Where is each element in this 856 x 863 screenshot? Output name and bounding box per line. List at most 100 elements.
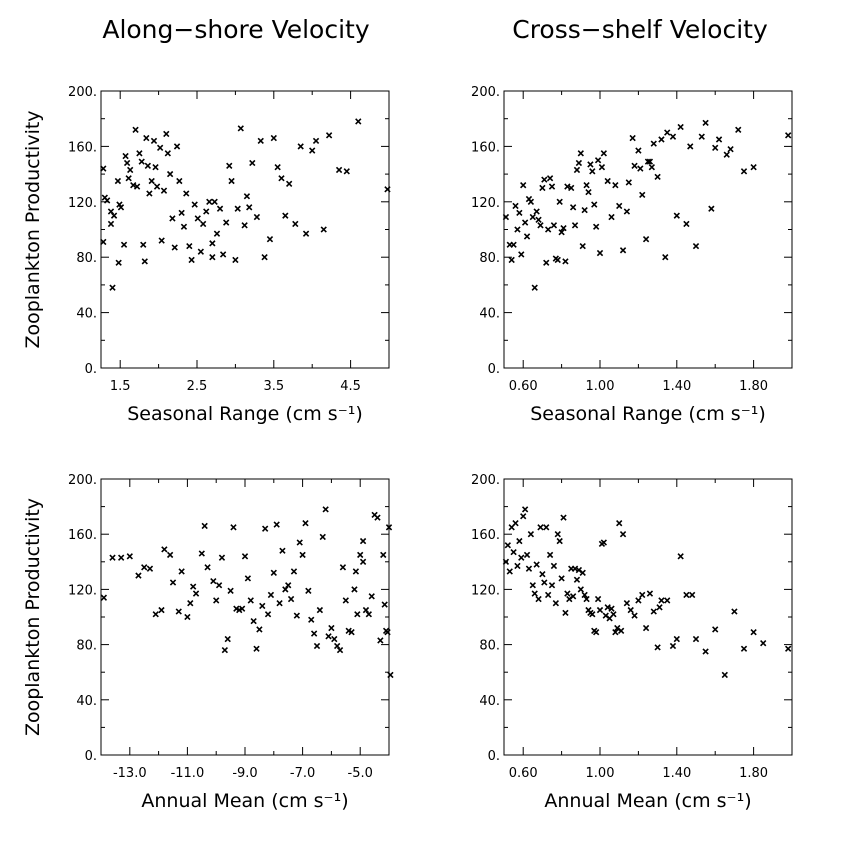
data-point — [589, 168, 596, 175]
data-point — [110, 212, 118, 219]
data-point — [629, 134, 636, 142]
data-point — [702, 648, 709, 655]
x-tick-label: -11.0 — [171, 766, 205, 781]
data-point — [158, 237, 165, 244]
data-point — [585, 188, 592, 196]
data-point — [521, 219, 529, 226]
data-point — [253, 645, 260, 652]
data-point — [183, 190, 190, 197]
data-point — [784, 132, 792, 139]
data-point — [531, 590, 538, 597]
data-point — [243, 193, 251, 200]
data-point — [141, 258, 148, 265]
data-point — [727, 146, 734, 153]
data-point — [247, 597, 254, 604]
data-point — [504, 542, 512, 549]
data-point — [250, 617, 257, 625]
data-point — [169, 579, 177, 586]
panel-alongshore-annual-mean: 0. 40. 80. 120. 160. 200. -13.0 -11.0 -9.0 -7.0 -5… — [22, 473, 394, 812]
data-point — [305, 587, 312, 594]
y-tick-label: 0. — [488, 362, 500, 377]
data-point — [320, 226, 327, 233]
data-point — [698, 133, 705, 140]
data-point — [189, 583, 197, 590]
y-tick-label: 40. — [76, 694, 97, 709]
data-point — [612, 182, 619, 189]
data-point — [218, 554, 226, 561]
data-point — [191, 201, 198, 208]
data-point — [510, 241, 517, 248]
data-point — [616, 202, 623, 210]
data-point — [143, 134, 150, 142]
data-point — [564, 590, 571, 597]
data-point — [246, 204, 253, 211]
data-point — [186, 242, 193, 250]
data-point — [617, 627, 625, 634]
data-point — [537, 222, 544, 229]
data-point — [514, 226, 521, 233]
data-point — [527, 531, 535, 538]
data-point — [583, 182, 590, 189]
data-point — [550, 562, 558, 570]
data-point — [123, 159, 131, 167]
data-point — [237, 125, 244, 132]
data-point — [115, 259, 122, 266]
data-point — [339, 564, 347, 571]
x-tick-label: -5.0 — [348, 766, 373, 781]
data-point — [750, 629, 757, 636]
data-point — [257, 137, 264, 145]
data-point — [188, 256, 195, 264]
x-tick-label: 1.40 — [662, 766, 691, 781]
data-point — [313, 642, 321, 650]
data-point — [562, 258, 569, 265]
data-point — [552, 600, 560, 607]
data-point — [581, 591, 588, 599]
data-point — [166, 551, 174, 559]
data-point — [148, 177, 155, 185]
data-point — [171, 244, 178, 251]
data-point — [359, 537, 367, 545]
data-point — [374, 514, 381, 521]
x-tick-label: 1.00 — [586, 379, 615, 394]
data-point — [740, 168, 748, 175]
data-point — [596, 606, 604, 614]
data-point — [120, 241, 128, 248]
data-point — [510, 548, 517, 556]
data-point — [577, 586, 584, 593]
data-point — [589, 611, 596, 618]
data-point — [518, 251, 525, 258]
data-point — [127, 166, 134, 174]
data-point — [556, 537, 563, 545]
data-point — [635, 147, 642, 154]
data-point — [683, 220, 690, 228]
data-point — [227, 587, 234, 594]
data-point — [335, 166, 343, 174]
data-point — [760, 640, 767, 647]
data-point — [296, 539, 303, 546]
data-point — [325, 633, 332, 640]
data-point — [571, 565, 579, 572]
data-point — [223, 219, 230, 226]
data-point — [520, 182, 527, 189]
x-tick-label: 1.80 — [739, 379, 768, 394]
y-tick-label: 0. — [85, 749, 97, 764]
data-point — [644, 158, 652, 165]
data-point — [187, 600, 194, 607]
data-point — [136, 150, 143, 157]
data-point — [646, 590, 654, 597]
x-axis-title: Seasonal Range (cm s⁻¹) — [530, 403, 766, 425]
data-point — [194, 215, 201, 222]
data-point — [166, 170, 174, 178]
data-point — [270, 134, 277, 142]
data-point — [523, 233, 531, 240]
data-point — [600, 539, 608, 546]
data-point — [206, 198, 213, 205]
data-point — [642, 624, 650, 632]
y-tick-label: 120. — [471, 583, 500, 598]
data-point — [654, 644, 661, 651]
data-point — [351, 586, 358, 593]
data-point — [541, 176, 548, 183]
data-point — [712, 144, 719, 151]
data-point — [577, 150, 584, 157]
data-point — [249, 159, 256, 167]
